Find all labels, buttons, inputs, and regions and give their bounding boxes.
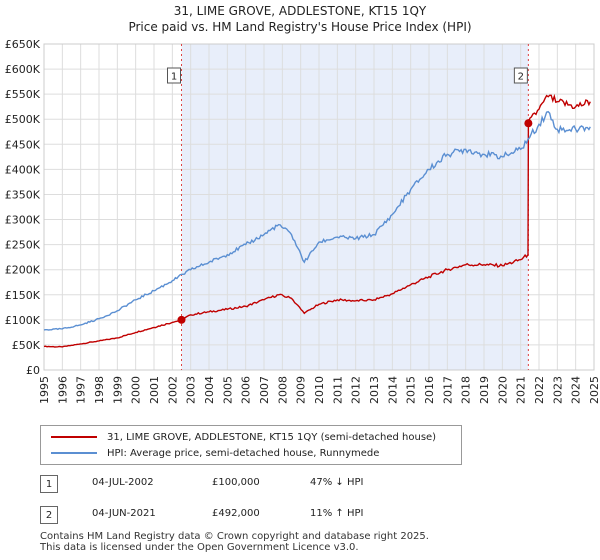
legend-label-hpi: HPI: Average price, semi-detached house,… (107, 447, 380, 459)
footer: Contains HM Land Registry data © Crown c… (40, 531, 429, 553)
x-tick-label: 2001 (148, 376, 161, 404)
marker-label-box (513, 67, 528, 84)
x-tick-label: 2009 (295, 376, 308, 404)
x-tick-label: 1998 (93, 376, 106, 404)
x-tick-label: 2025 (588, 376, 600, 404)
x-tick-label: 2020 (496, 376, 509, 404)
y-tick-label: £100K (5, 314, 41, 327)
transaction-price: £492,000 (212, 508, 260, 519)
transaction-number-badge: 1 (40, 475, 58, 493)
x-tick-label: 2022 (533, 376, 546, 404)
x-tick-label: 2024 (570, 376, 583, 404)
y-tick-label: £250K (5, 239, 41, 252)
x-tick-label: 2011 (331, 376, 344, 404)
x-tick-label: 2007 (258, 376, 271, 404)
transaction-date: 04-JUL-2002 (92, 477, 154, 488)
hpi-line (43, 110, 591, 331)
y-tick-label: £50K (12, 339, 41, 352)
transaction-point (524, 119, 533, 128)
x-tick-label: 2013 (368, 376, 381, 404)
x-tick-label: 2012 (350, 376, 363, 404)
x-tick-label: 2014 (386, 376, 399, 404)
transaction-hpi-delta: 47% ↓ HPI (310, 477, 364, 488)
y-tick-label: £350K (5, 188, 41, 201)
marker-label: 2 (518, 72, 524, 83)
legend-swatch-hpi (51, 452, 97, 454)
legend-item-hpi: HPI: Average price, semi-detached house,… (51, 446, 379, 460)
y-tick-label: £650K (5, 38, 41, 51)
chart-title: 31, LIME GROVE, ADDLESTONE, KT15 1QY (173, 4, 427, 18)
x-tick-label: 2004 (203, 376, 216, 404)
y-tick-label: £200K (5, 264, 41, 277)
y-tick-label: £0 (26, 364, 40, 377)
x-tick-label: 1996 (56, 376, 69, 404)
x-tick-label: 2010 (313, 376, 326, 404)
footer-line-licence: This data is licensed under the Open Gov… (40, 542, 359, 553)
x-tick-label: 2016 (423, 376, 436, 404)
shaded-ownership-region (181, 44, 529, 370)
footer-line-copyright: Contains HM Land Registry data © Crown c… (40, 531, 429, 542)
y-tick-label: £150K (5, 289, 41, 302)
y-tick-label: £450K (5, 138, 41, 151)
legend-item-property: 31, LIME GROVE, ADDLESTONE, KT15 1QY (se… (51, 430, 436, 444)
x-tick-label: 2017 (441, 376, 454, 404)
property-price-line (43, 93, 591, 348)
legend-label-property: 31, LIME GROVE, ADDLESTONE, KT15 1QY (se… (107, 431, 437, 443)
transaction-date: 04-JUN-2021 (92, 508, 156, 519)
x-tick-label: 1995 (38, 376, 51, 404)
x-tick-label: 2000 (130, 376, 143, 404)
x-tick-label: 2006 (240, 376, 253, 404)
x-tick-label: 2002 (166, 376, 179, 404)
y-tick-label: £500K (5, 113, 41, 126)
transaction-price: £100,000 (212, 477, 260, 488)
x-tick-label: 2021 (515, 376, 528, 404)
x-tick-label: 2015 (405, 376, 418, 404)
transaction-hpi-delta: 11% ↑ HPI (310, 508, 364, 519)
price-chart: £0 £50K £100K £150K £200K £250K £300K £350K £400… (5, 38, 600, 404)
x-tick-label: 2018 (460, 376, 473, 404)
y-tick-label: £550K (5, 88, 41, 101)
y-tick-label: £400K (5, 163, 41, 176)
x-tick-label: 2019 (478, 376, 491, 404)
x-tick-label: 1997 (75, 376, 88, 404)
x-tick-label: 2005 (221, 376, 234, 404)
legend-swatch-property (51, 436, 97, 438)
x-tick-label: 1999 (111, 376, 124, 404)
plot-border (43, 43, 595, 371)
x-tick-label: 2008 (276, 376, 289, 404)
transaction-number-badge: 2 (40, 506, 58, 524)
chart-subtitle: Price paid vs. HM Land Registry's House … (128, 20, 472, 34)
chart-legend: 31, LIME GROVE, ADDLESTONE, KT15 1QY (se… (40, 425, 462, 465)
y-tick-label: £300K (5, 214, 41, 227)
x-tick-label: 2003 (185, 376, 198, 404)
transaction-point (177, 315, 186, 324)
x-tick-label: 2023 (551, 376, 564, 404)
marker-label-box (167, 67, 181, 84)
marker-label: 1 (171, 72, 177, 83)
y-tick-label: £600K (5, 63, 41, 76)
